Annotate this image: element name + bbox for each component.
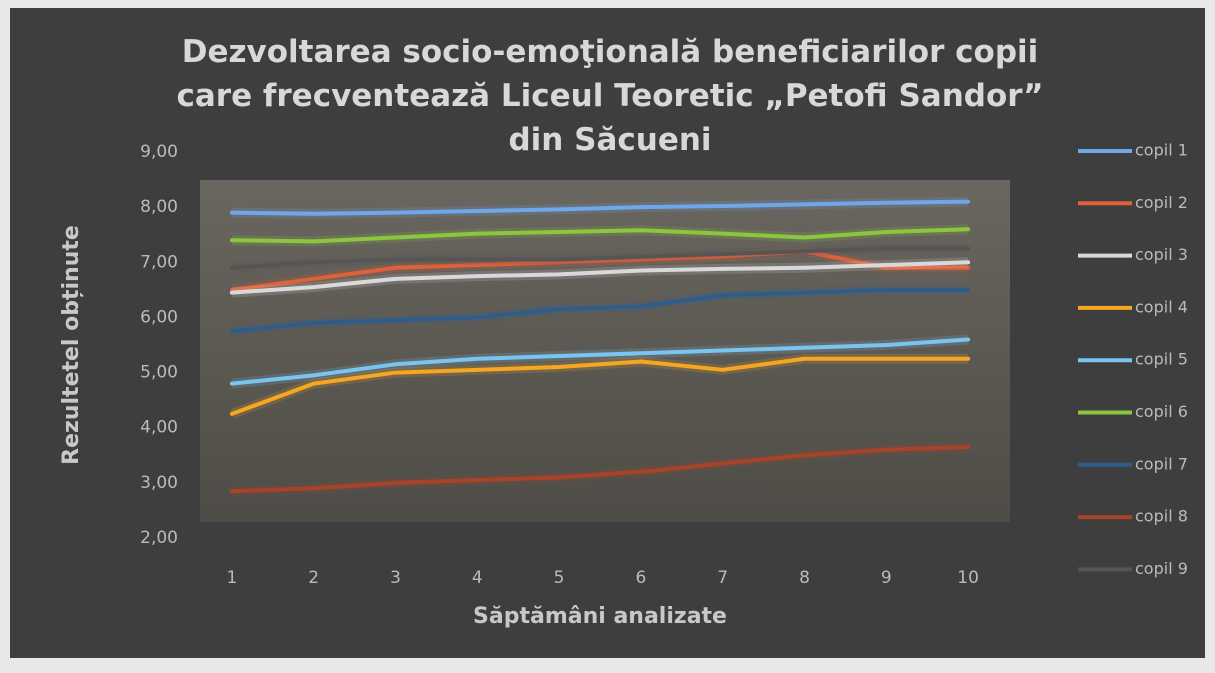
y-tick-label: 9,00 [140, 142, 178, 162]
x-tick-label: 3 [390, 568, 401, 588]
x-tick-label: 7 [717, 568, 728, 588]
x-tick-label: 4 [472, 568, 483, 588]
chart-title: Dezvoltarea socio-emoţională beneficiari… [176, 34, 1044, 158]
y-tick-label: 6,00 [140, 307, 178, 327]
series-line [229, 260, 971, 295]
y-tick-label: 8,00 [140, 197, 178, 217]
legend-label: copil 7 [1135, 454, 1188, 473]
legend-label: copil 2 [1135, 193, 1188, 212]
legend-label: copil 3 [1135, 245, 1188, 264]
legend-label: copil 4 [1135, 297, 1188, 316]
series-line [229, 445, 971, 494]
series-line [229, 227, 971, 244]
series-line [229, 356, 971, 416]
y-tick-label: 5,00 [140, 363, 178, 383]
y-tick-label: 7,00 [140, 252, 178, 272]
y-tick-label: 4,00 [140, 418, 178, 438]
x-tick-label: 1 [226, 568, 237, 588]
x-tick-label: 10 [957, 568, 979, 588]
y-axis-label: Rezultetel obținute [59, 225, 84, 465]
x-axis-label: Săptămâni analizate [473, 604, 727, 629]
series-line [229, 337, 971, 386]
plot-area [200, 180, 1010, 522]
x-tick-label: 9 [881, 568, 892, 588]
series-line [229, 199, 971, 216]
series-line [229, 249, 971, 292]
legend-label: copil 9 [1135, 559, 1188, 578]
x-tick-label: 5 [554, 568, 565, 588]
legend-label: copil 6 [1135, 402, 1188, 421]
x-tick-label: 8 [799, 568, 810, 588]
x-tick-label: 6 [635, 568, 646, 588]
legend-label: copil 5 [1135, 350, 1188, 369]
y-tick-label: 3,00 [140, 473, 178, 493]
series-line [229, 246, 971, 270]
legend-label: copil 1 [1135, 141, 1188, 160]
x-tick-label: 2 [308, 568, 319, 588]
legend-label: copil 8 [1135, 507, 1188, 526]
y-tick-label: 2,00 [140, 528, 178, 548]
series-line [229, 287, 971, 334]
